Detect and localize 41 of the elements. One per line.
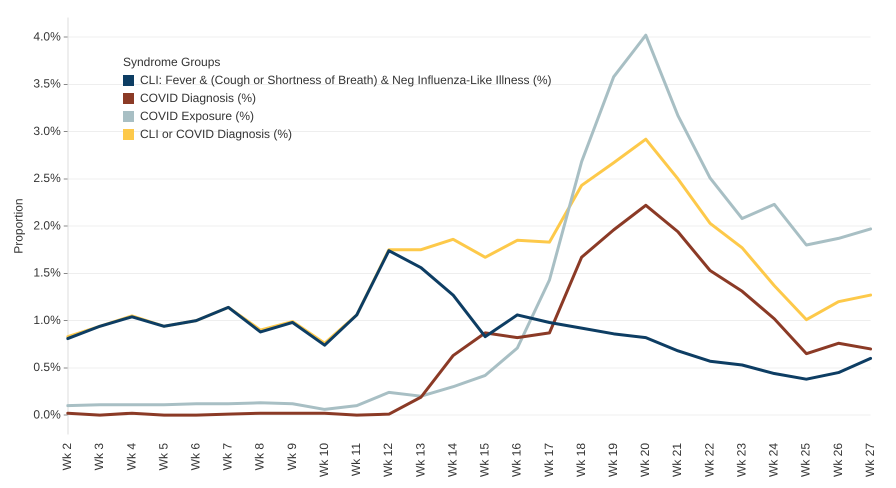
x-tick-label: Wk 27: [862, 442, 877, 478]
x-tick-label: Wk 10: [316, 442, 331, 478]
y-tick-label: 0.5%: [33, 360, 62, 374]
x-tick-label: Wk 15: [478, 442, 492, 478]
x-tick-label: Wk 17: [542, 442, 556, 478]
x-tick-label: Wk 5: [156, 442, 170, 470]
x-tick-label: Wk 8: [252, 442, 267, 470]
y-axis-title: Proportion: [12, 198, 26, 254]
y-tick-label: 2.0%: [33, 218, 62, 232]
y-tick-label: 3.5%: [33, 76, 62, 91]
legend-title: Syndrome Groups: [123, 54, 222, 71]
x-tick-label: Wk 6: [188, 442, 203, 470]
y-tick-label: 1.5%: [33, 266, 62, 280]
x-tick-label: Wk 26: [830, 442, 845, 478]
x-tick-label: Wk 24: [766, 442, 781, 478]
legend-label: CLI: Fever & (Cough or Shortness of Breath) & Neg Influenza-Like Illness (%): [140, 72, 552, 89]
y-tick-label: 2.5%: [33, 171, 62, 186]
x-tick-label: Wk 13: [413, 442, 428, 478]
legend-label: COVID Exposure (%): [140, 108, 254, 125]
x-tick-label: Wk 23: [734, 442, 748, 478]
x-tick-label: Wk 16: [510, 442, 524, 478]
x-tick-label: Wk 3: [92, 442, 106, 470]
x-tick-label: Wk 21: [670, 442, 684, 478]
y-tick-label: 3.0%: [33, 124, 62, 138]
x-tick-label: Wk 4: [124, 442, 138, 470]
y-tick-label: 1.0%: [33, 312, 62, 327]
x-tick-label: Wk 2: [60, 442, 74, 470]
legend-label: COVID Diagnosis (%): [140, 90, 256, 107]
x-tick-label: Wk 9: [284, 442, 299, 470]
legend-label: CLI or COVID Diagnosis (%): [140, 126, 292, 143]
x-tick-label: Wk 7: [220, 442, 235, 470]
x-tick-label: Wk 25: [798, 442, 813, 478]
x-tick-label: Wk 22: [702, 442, 716, 478]
x-tick-label: Wk 14: [445, 442, 460, 478]
x-tick-label: Wk 19: [606, 442, 620, 478]
x-tick-label: Wk 18: [574, 442, 588, 478]
y-tick-label: 0.0%: [33, 407, 62, 422]
x-tick-label: Wk 20: [638, 442, 652, 478]
x-tick-label: Wk 12: [381, 442, 396, 478]
x-tick-label: Wk 11: [349, 442, 364, 476]
y-tick-label: 4.0%: [33, 29, 62, 44]
